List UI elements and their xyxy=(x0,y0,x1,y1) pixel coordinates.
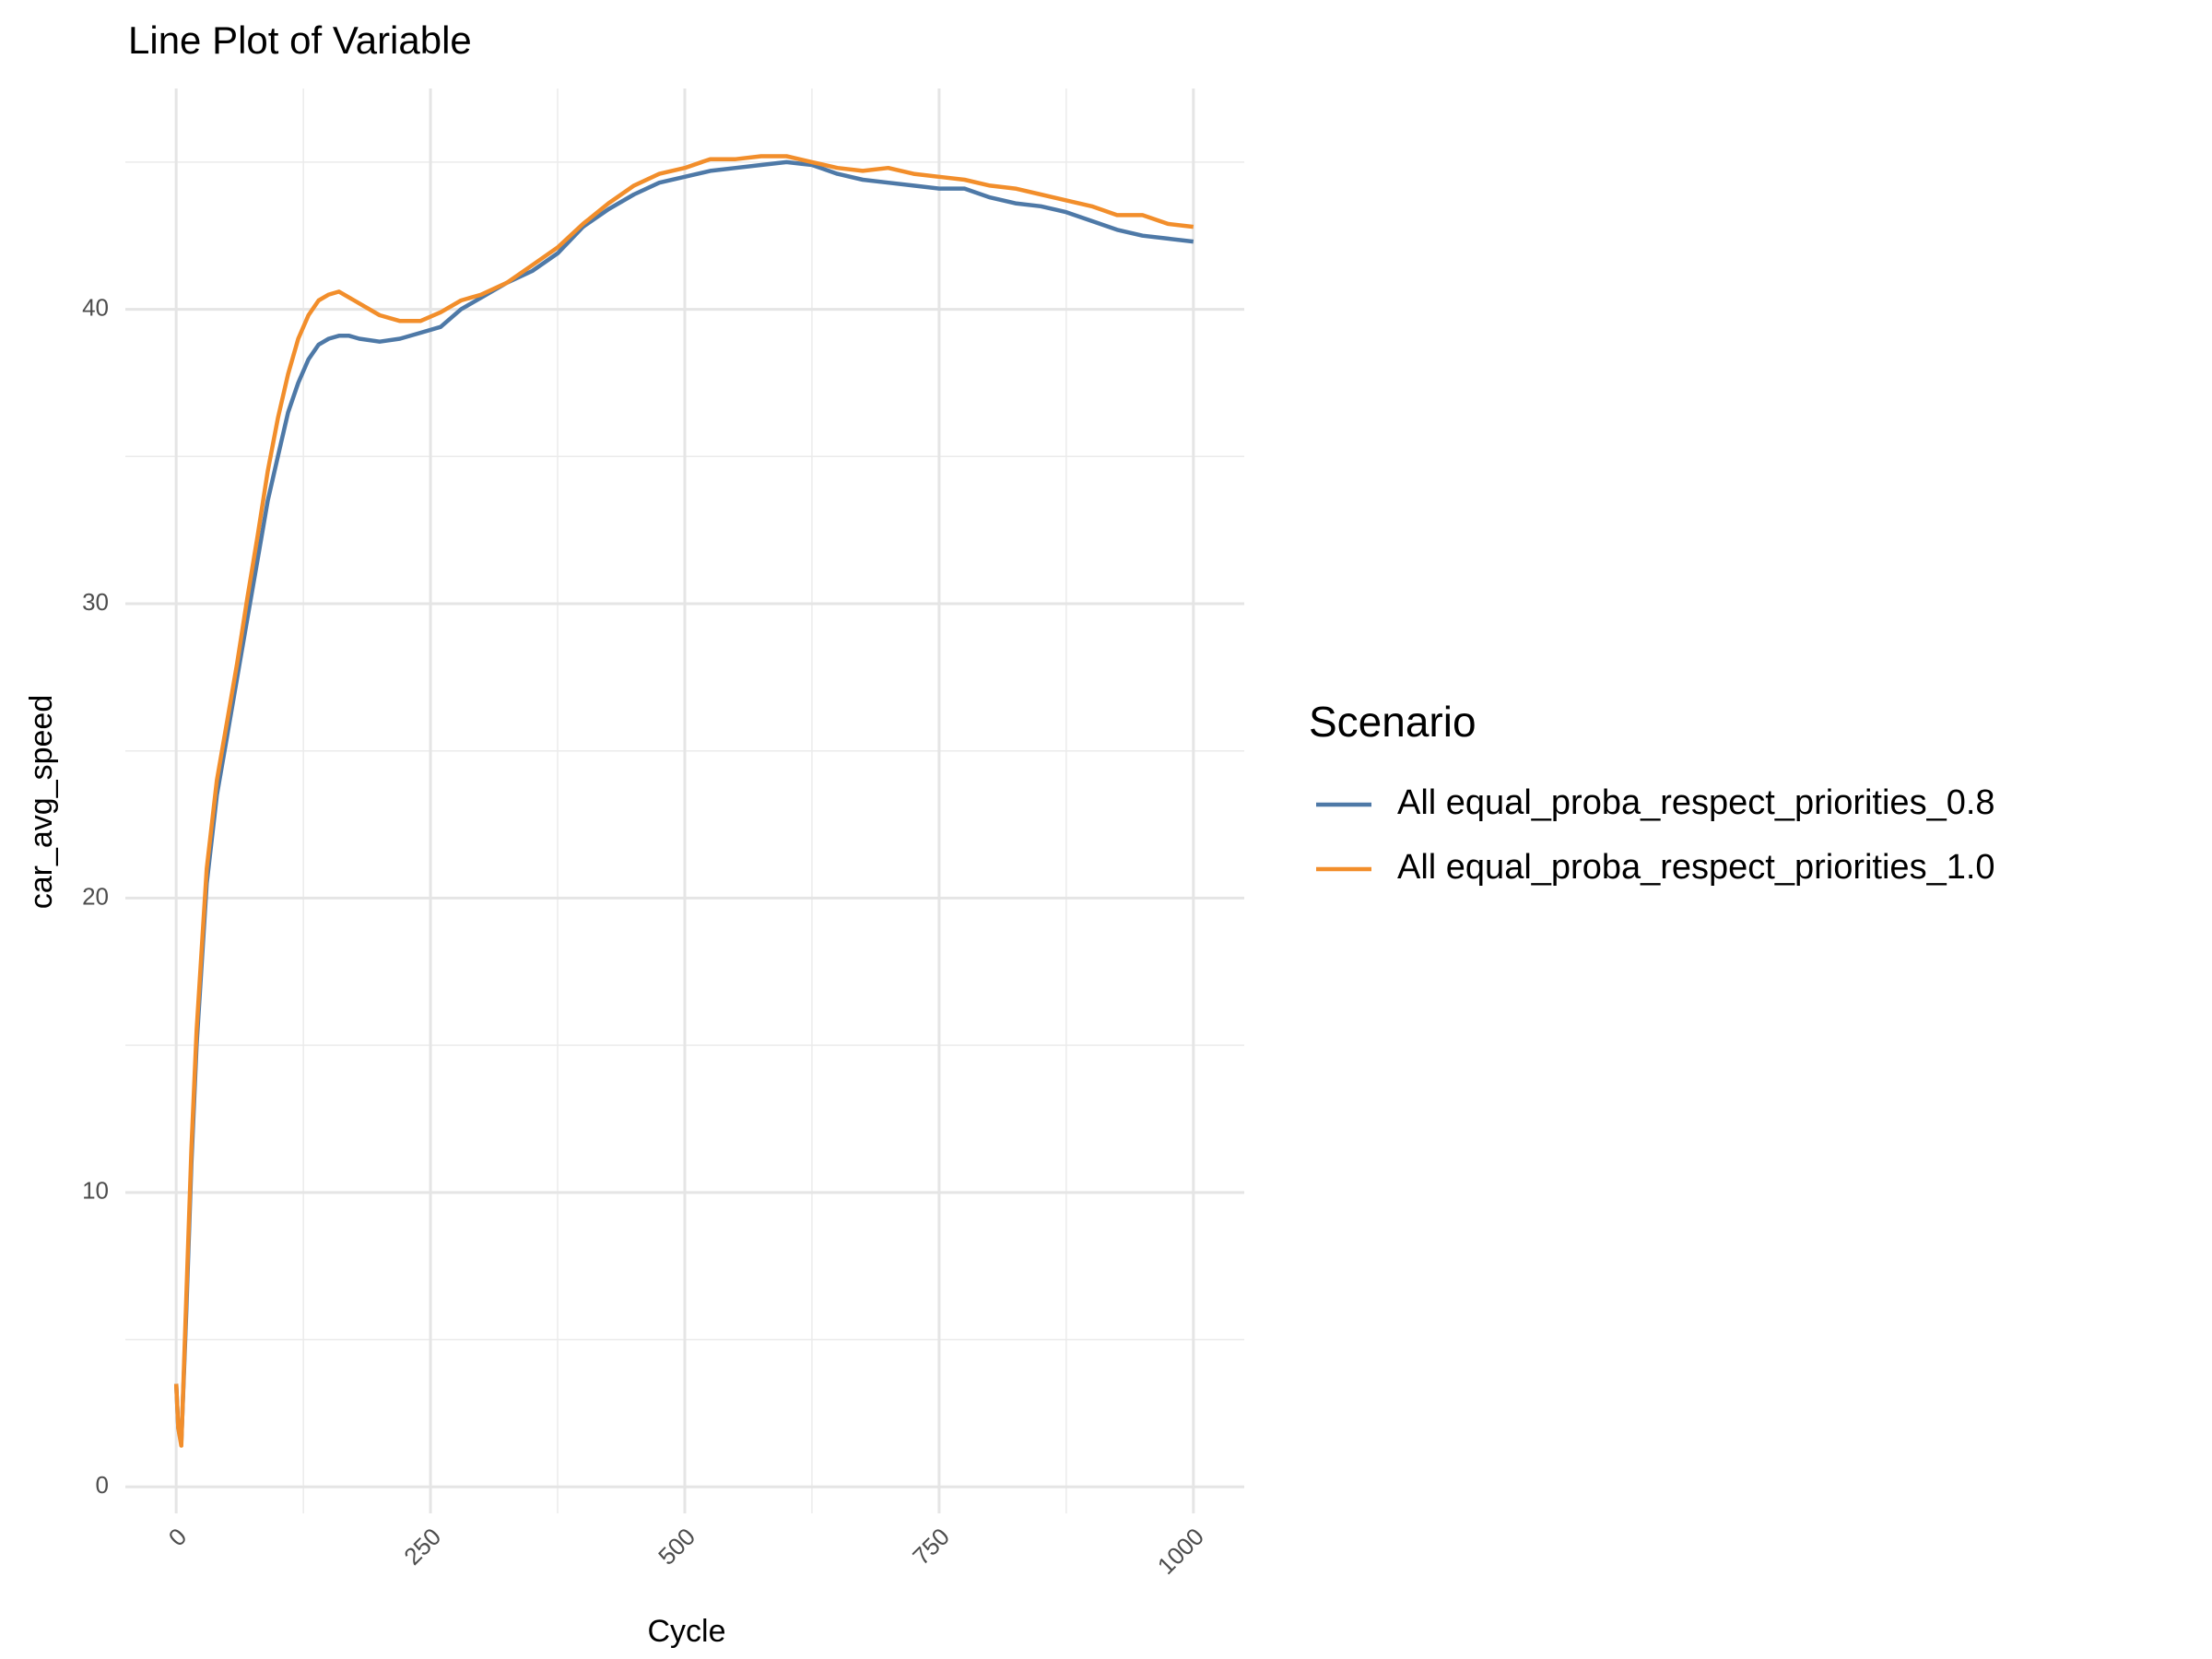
legend-title: Scenario xyxy=(1309,698,1477,746)
legend-label: All equal_proba_respect_priorities_1.0 xyxy=(1397,848,1995,887)
y-axis-label: car_avg_speed xyxy=(24,695,59,910)
legend-label: All equal_proba_respect_priorities_0.8 xyxy=(1397,783,1995,822)
line-series xyxy=(173,154,1194,1448)
y-tick-label: 20 xyxy=(82,882,109,910)
x-tick-label: 250 xyxy=(398,1523,446,1571)
y-tick-label: 10 xyxy=(82,1177,109,1205)
x-tick-label: 500 xyxy=(653,1523,700,1571)
y-tick-label: 40 xyxy=(82,293,109,321)
y-tick-label: 0 xyxy=(96,1471,109,1499)
x-tick-label: 750 xyxy=(907,1523,955,1571)
x-tick-label: 0 xyxy=(163,1523,192,1551)
y-tick-label: 30 xyxy=(82,588,109,616)
chart-title: Line Plot of Variable xyxy=(128,18,472,62)
x-tick-label: 1000 xyxy=(1152,1523,1209,1580)
x-axis-label: Cycle xyxy=(647,1614,725,1649)
